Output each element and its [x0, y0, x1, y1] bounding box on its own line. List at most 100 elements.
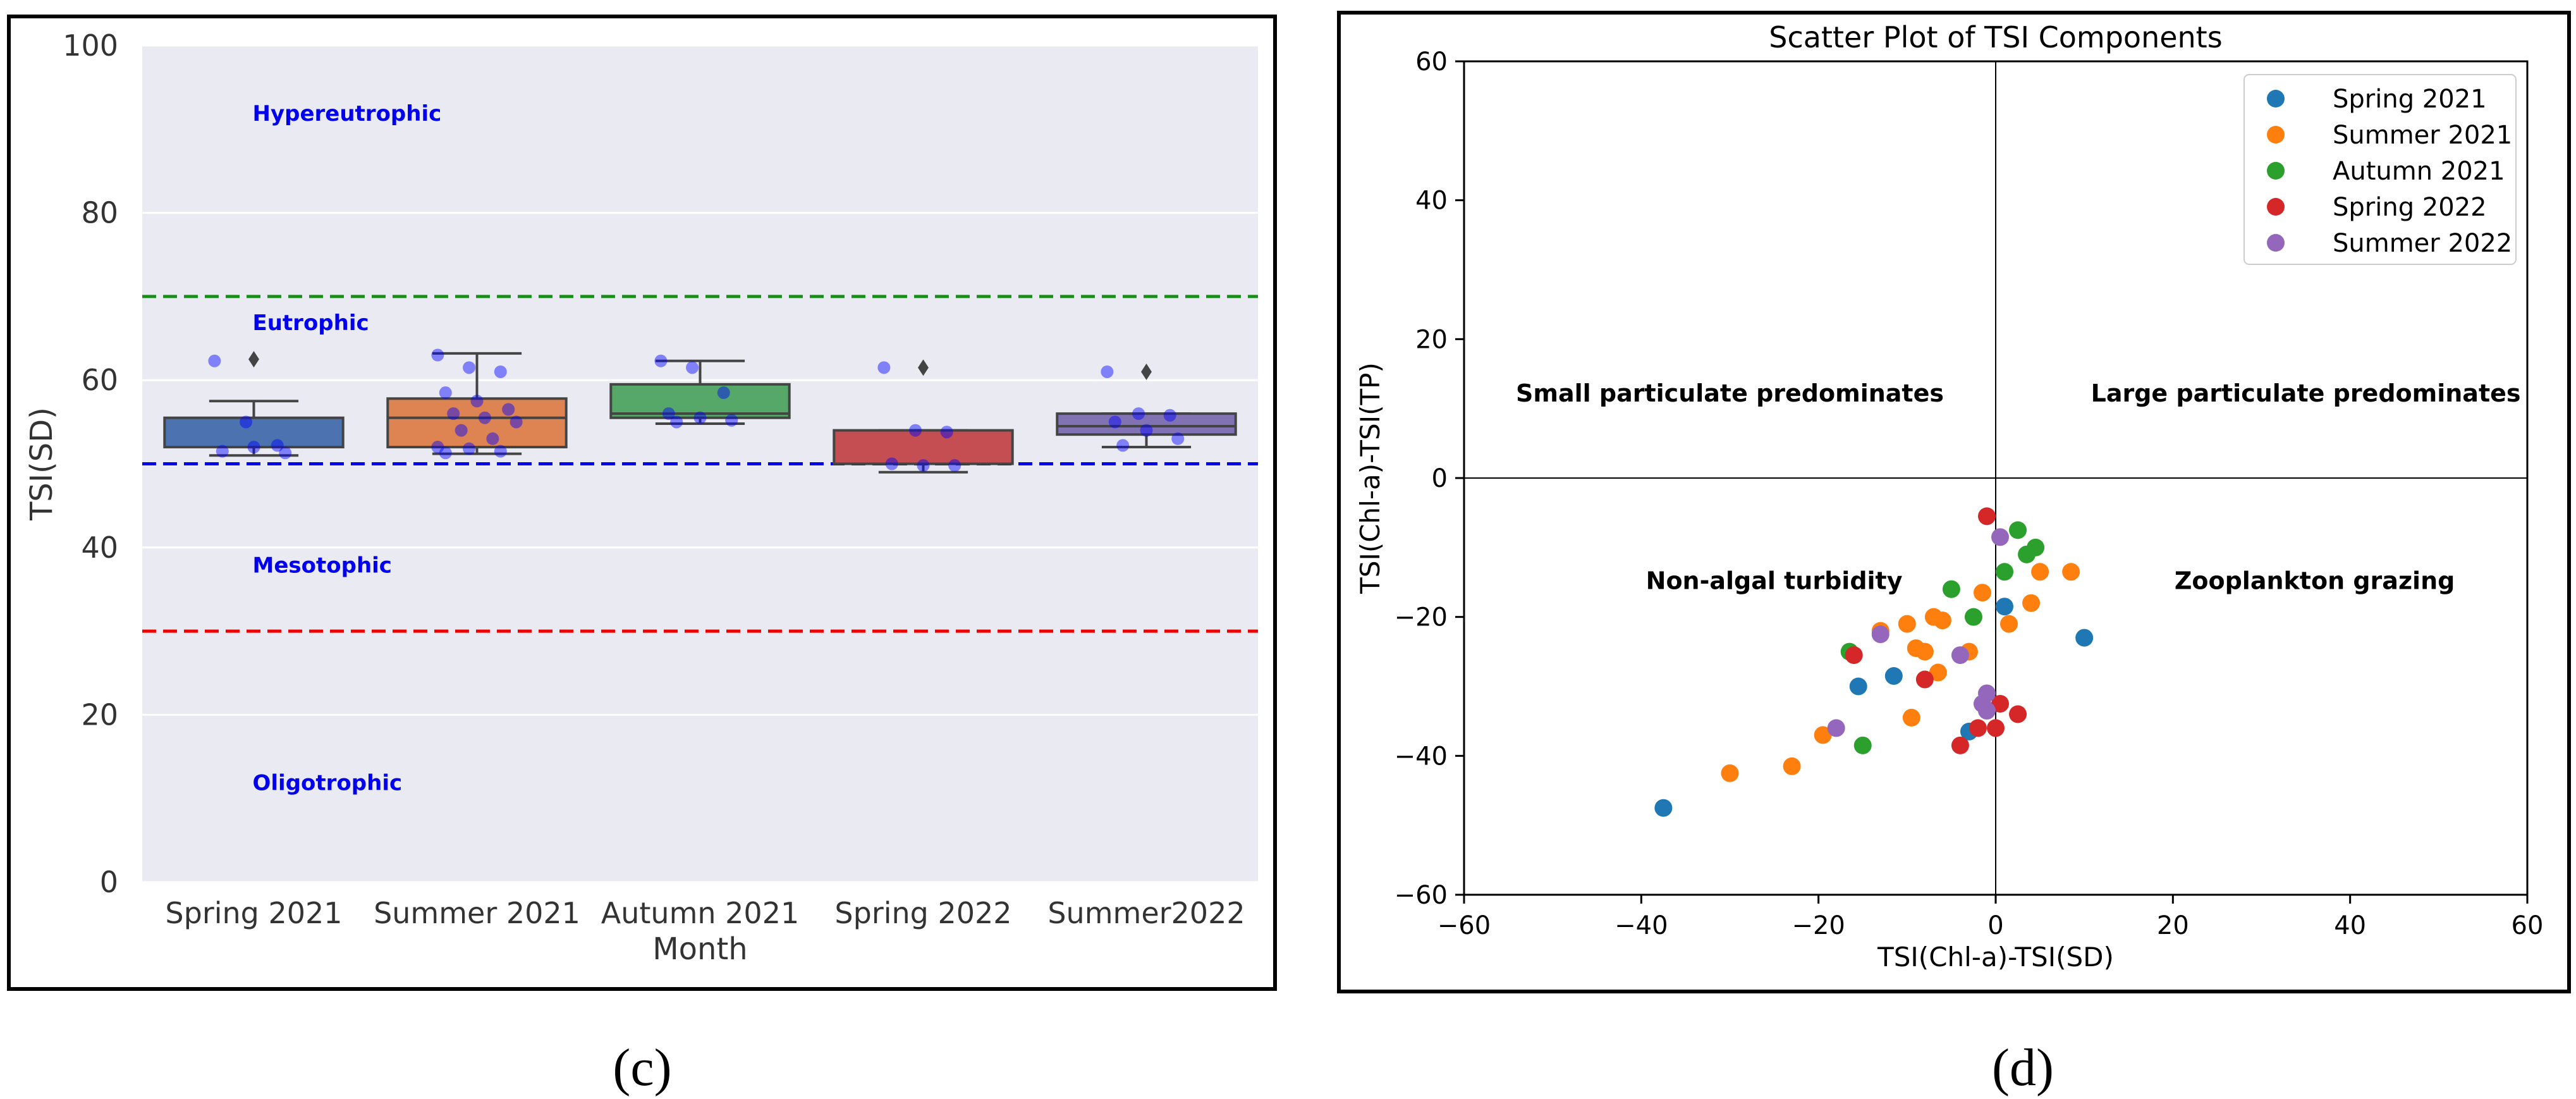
scatter-point: [2009, 705, 2027, 723]
y-axis-label: TSI(SD): [24, 407, 59, 521]
y-tick-label: 0: [1432, 464, 1448, 493]
scatter-point: [1987, 719, 2005, 737]
legend-marker: [2267, 162, 2285, 180]
legend-label: Spring 2022: [2333, 193, 2487, 222]
scatter-point: [1942, 580, 1960, 598]
data-point: [463, 442, 476, 455]
scatter-point: [1996, 598, 2014, 616]
legend-marker: [2267, 198, 2285, 216]
scatter-point: [1964, 608, 1982, 626]
scatter-point: [2075, 629, 2094, 647]
scatter-point: [1871, 625, 1889, 644]
box: [386, 397, 568, 449]
x-tick-label: Summer2022: [1047, 896, 1245, 930]
scatter-point: [1991, 528, 2010, 546]
scatter-point: [2027, 538, 2045, 556]
x-tick-label: Spring 2021: [165, 896, 342, 930]
panel-c-caption: (c): [613, 1038, 672, 1097]
x-tick-label: −20: [1792, 911, 1845, 940]
data-point: [431, 348, 444, 362]
y-tick-label: 20: [1415, 325, 1448, 354]
box: [163, 416, 345, 449]
scatter-point: [1915, 642, 1934, 661]
data-point: [455, 424, 468, 437]
data-point: [478, 411, 491, 424]
data-point: [686, 361, 699, 374]
x-tick-label: 40: [2334, 911, 2366, 940]
data-point: [909, 424, 922, 437]
x-axis-label: Month: [652, 931, 747, 967]
legend-label: Summer 2021: [2333, 121, 2512, 150]
y-tick-label: 60: [1415, 47, 1448, 77]
legend-box: [2243, 74, 2517, 265]
x-tick-label: Summer 2021: [374, 896, 580, 930]
scatter-point: [1933, 611, 1951, 630]
scatter-point: [1898, 615, 1916, 633]
scatter-point: [1996, 563, 2014, 581]
y-tick-label: −40: [1395, 742, 1448, 771]
data-point: [1101, 365, 1114, 378]
scatter-point: [1951, 736, 1969, 754]
scatter-point: [2062, 563, 2080, 581]
panel-c-frame: [7, 15, 1277, 991]
scatter-point: [2000, 615, 2018, 633]
data-point: [948, 459, 961, 472]
scatter-point: [1951, 646, 1969, 665]
scatter-point: [1814, 726, 1832, 744]
box: [1056, 412, 1237, 436]
y-tick-label: 60: [81, 363, 118, 397]
outlier-marker: [918, 359, 929, 376]
data-point: [885, 457, 898, 470]
data-point: [1140, 424, 1153, 437]
data-point: [470, 395, 484, 408]
x-axis-label: TSI(Chl-a)-TSI(SD): [1877, 942, 2114, 973]
scatter-point: [2009, 521, 2027, 539]
data-point: [1171, 432, 1185, 445]
scatter-point: [1915, 670, 1934, 689]
y-tick-label: 100: [63, 28, 118, 63]
x-tick-label: Autumn 2021: [601, 896, 799, 930]
data-point: [1116, 439, 1130, 452]
y-tick-label: 40: [1415, 187, 1448, 216]
data-point: [247, 441, 260, 454]
y-tick-label: −60: [1395, 881, 1448, 910]
data-point: [502, 403, 515, 416]
legend-label: Summer 2022: [2333, 229, 2512, 258]
panel-c-boxplot: 0 20 40 60 80 100 Hypereutrophic Eutrophic Mesot…: [7, 15, 1277, 991]
data-point: [486, 432, 499, 445]
legend-label: Spring 2021: [2333, 85, 2487, 114]
box: [833, 429, 1014, 465]
scatter-point: [1845, 646, 1863, 665]
data-point: [725, 414, 738, 427]
scatter-point: [1884, 667, 1903, 685]
scatter-point: [1977, 507, 1996, 525]
data-point: [717, 386, 730, 400]
scatter-point: [1721, 764, 1739, 782]
data-point: [1132, 407, 1145, 421]
data-point: [654, 354, 668, 367]
data-point: [447, 407, 460, 421]
scatter-point: [1853, 736, 1872, 754]
scatter-point: [1783, 757, 1801, 775]
legend-marker: [2267, 90, 2285, 107]
data-point: [1163, 408, 1176, 422]
scatter-point: [1991, 694, 2010, 713]
legend-marker: [2267, 234, 2285, 252]
scatter-point: [2022, 594, 2041, 612]
data-point: [208, 354, 221, 367]
data-point: [510, 415, 523, 429]
data-point: [271, 439, 284, 452]
outlier-marker: [248, 351, 259, 368]
quadrant-label: Zooplankton grazing: [2175, 567, 2455, 595]
x-tick-label: 0: [1987, 911, 2003, 940]
data-point: [494, 365, 507, 378]
scatter-point: [1977, 684, 1996, 703]
legend-label: Autumn 2021: [2333, 157, 2505, 186]
y-tick-label: 0: [100, 865, 118, 899]
data-point: [940, 426, 953, 439]
scatter-point: [1827, 719, 1845, 737]
scatter-point: [1977, 701, 1996, 720]
data-point: [662, 407, 675, 421]
data-point: [439, 386, 452, 400]
